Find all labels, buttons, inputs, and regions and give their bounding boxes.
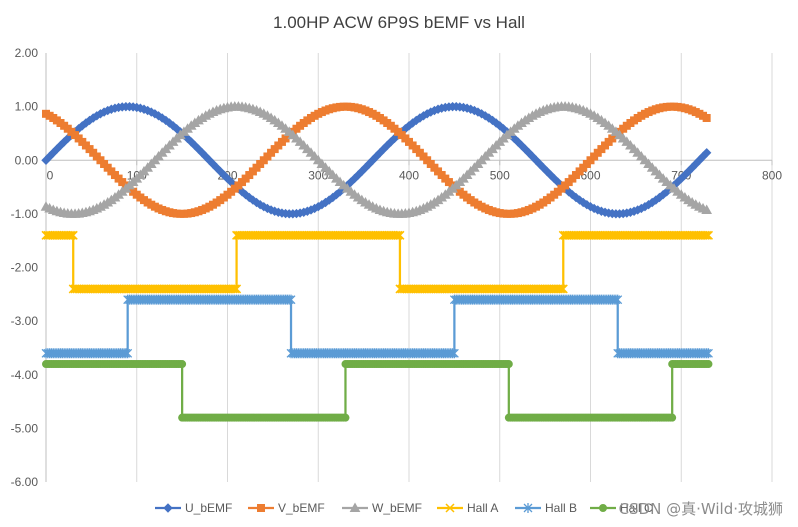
watermark-text: CSDN @真·Wild·攻城狮 — [619, 500, 783, 518]
legend-marker-4 — [523, 503, 533, 513]
y-tick-label-0: 2.00 — [15, 46, 39, 60]
legend-entry-0: U_bEMF — [155, 501, 232, 515]
point-0-66 — [161, 115, 171, 126]
y-tick-label-5: -3.00 — [11, 314, 39, 328]
legend-entry-1: V_bEMF — [248, 501, 325, 515]
point-3-288 — [558, 284, 568, 294]
y-tick-label-8: -6.00 — [11, 475, 39, 489]
point-0-246 — [487, 115, 498, 126]
x-tick-label-3: 300 — [308, 168, 328, 182]
x-tick-label-6: 600 — [580, 168, 600, 182]
point-3-368 — [702, 230, 712, 240]
point-4-226 — [448, 348, 458, 359]
legend-label-4: Hall B — [545, 501, 577, 515]
point-4-317 — [611, 294, 621, 305]
legend-entry-2: W_bEMF — [342, 501, 422, 515]
point-5-257 — [504, 360, 513, 369]
series-layer — [40, 101, 714, 422]
y-tick-label-7: -5.00 — [11, 421, 39, 435]
point-5-166 — [341, 413, 350, 422]
point-5-348 — [668, 413, 677, 422]
x-tick-label-4: 400 — [399, 168, 419, 182]
point-3-106 — [232, 284, 242, 294]
point-3-196 — [393, 230, 403, 240]
point-3-367 — [700, 230, 710, 240]
series-hall-c — [42, 360, 713, 422]
point-0-364 — [701, 148, 712, 158]
point-4-135 — [284, 294, 294, 305]
y-tick-label-2: 0.00 — [15, 153, 39, 167]
point-0-248 — [491, 118, 501, 128]
x-tick-label-8: 800 — [762, 168, 782, 182]
axis-layer: 01002003004005006007008002.001.000.00-1.… — [11, 46, 783, 489]
x-tick-label-0: 0 — [47, 168, 54, 182]
point-3-287 — [556, 284, 566, 294]
legend-entry-4: Hall B — [515, 501, 577, 515]
y-tick-label-4: -2.00 — [11, 261, 39, 275]
series-hall-b — [41, 294, 713, 359]
legend-entry-5: Hall C — [590, 501, 653, 515]
series-w-bemf — [40, 101, 713, 218]
legend-entry-3: Hall A — [437, 501, 498, 515]
legend-marker-0 — [163, 503, 173, 513]
point-4-368 — [702, 348, 712, 359]
legend-label-2: W_bEMF — [372, 501, 422, 515]
point-3-369 — [703, 230, 714, 240]
point-3-15 — [68, 230, 78, 240]
point-5-369 — [704, 360, 713, 369]
legend: U_bEMF V_bEMF W_bEMF Hall A Hall B Hall C — [155, 501, 653, 515]
series-v-bemf — [42, 102, 711, 218]
point-3-104 — [228, 284, 238, 294]
point-0-68 — [164, 118, 175, 128]
point-4-318 — [613, 294, 623, 305]
y-tick-label-6: -4.00 — [11, 368, 39, 382]
point-3-14 — [66, 230, 76, 240]
point-4-45 — [123, 348, 133, 359]
point-4-44 — [121, 348, 131, 359]
series-hall-a — [41, 230, 714, 294]
point-4-369 — [704, 348, 713, 359]
legend-label-5: Hall C — [620, 501, 653, 515]
legend-label-0: U_bEMF — [185, 501, 232, 515]
y-tick-label-3: -1.00 — [11, 207, 39, 221]
legend-label-3: Hall A — [467, 501, 498, 515]
point-2-364 — [701, 204, 713, 214]
legend-marker-1 — [257, 504, 265, 512]
point-3-105 — [230, 284, 240, 294]
legend-marker-2 — [349, 502, 361, 512]
legend-marker-3 — [445, 503, 455, 513]
point-3-197 — [395, 230, 405, 240]
point-5-75 — [178, 360, 187, 369]
point-3-195 — [391, 230, 401, 240]
legend-label-1: V_bEMF — [278, 501, 325, 515]
y-tick-label-1: 1.00 — [15, 100, 39, 114]
point-4-136 — [286, 294, 296, 305]
point-4-227 — [449, 348, 459, 359]
point-3-13 — [65, 230, 75, 240]
chart-title: 1.00HP ACW 6P9S bEMF vs Hall — [273, 13, 525, 32]
point-3-286 — [555, 284, 565, 294]
legend-marker-5 — [599, 504, 607, 512]
point-1-364 — [702, 113, 711, 122]
x-tick-label-5: 500 — [490, 168, 510, 182]
